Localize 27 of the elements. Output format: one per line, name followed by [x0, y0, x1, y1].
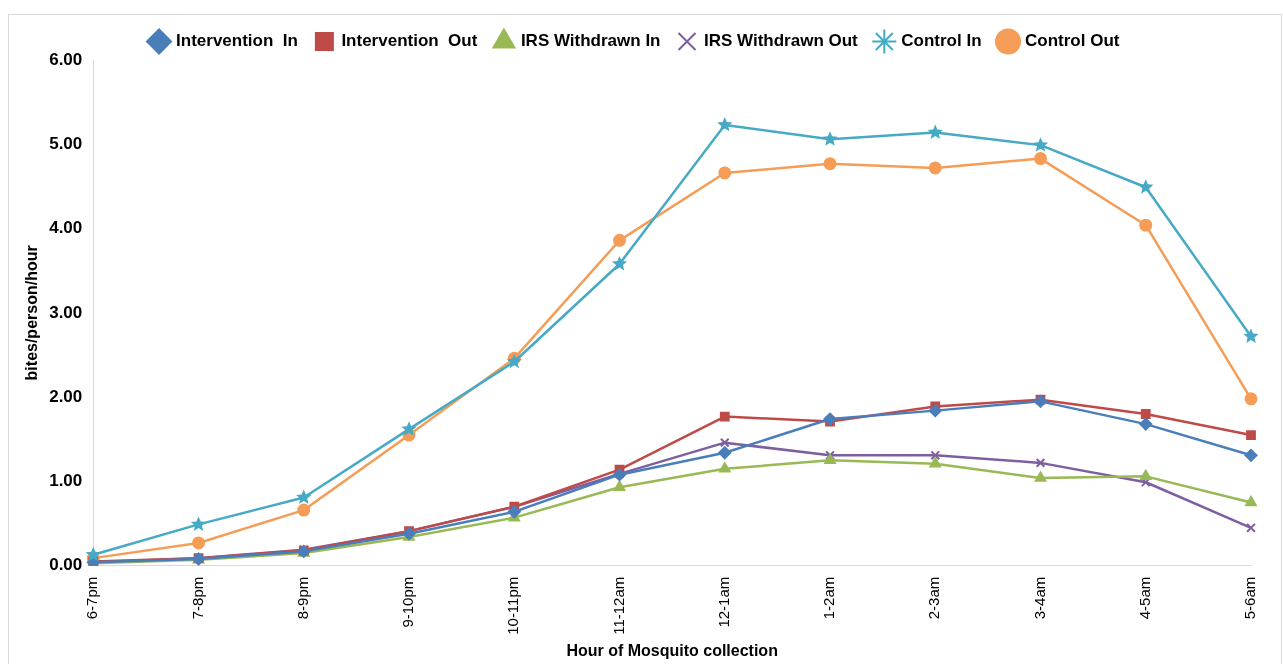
x-tick-label: 8-9pm: [293, 576, 311, 620]
x-tick-label: 10-11pm: [504, 576, 522, 635]
x-tick-label: 1-2am: [820, 576, 838, 620]
y-tick-label: 5.00: [49, 133, 83, 153]
x-tick-label: 5-6am: [1241, 576, 1259, 620]
legend-label: Intervention Out: [341, 31, 478, 51]
y-tick-label: 2.00: [49, 386, 83, 406]
x-tick-label: 9-10pm: [399, 576, 417, 628]
y-tick-label: 3.00: [49, 302, 83, 322]
legend-label: Intervention In: [176, 31, 298, 51]
legend-label: IRS Withdrawn Out: [704, 31, 859, 51]
y-tick-label: 4.00: [49, 218, 83, 238]
y-axis-title: bites/person/hour: [23, 245, 41, 381]
x-tick-label: 2-3am: [925, 576, 943, 620]
x-tick-label: 4-5am: [1135, 576, 1153, 620]
legend-label: Control Out: [1025, 31, 1120, 51]
legend-label: Control In: [901, 31, 982, 51]
x-tick-label: 11-12am: [609, 576, 627, 635]
x-tick-label: 6-7pm: [83, 576, 101, 620]
legend-label: IRS Withdrawn In: [520, 31, 661, 51]
x-tick-label: 12-1am: [714, 576, 732, 628]
y-tick-label: 1.00: [49, 471, 83, 491]
x-axis-title: Hour of Mosquito collection: [566, 641, 778, 659]
y-tick-label: 0.00: [49, 555, 83, 575]
x-tick-label: 7-8pm: [188, 576, 206, 620]
x-tick-label: 3-4am: [1030, 576, 1048, 620]
y-tick-label: 6.00: [49, 49, 83, 69]
